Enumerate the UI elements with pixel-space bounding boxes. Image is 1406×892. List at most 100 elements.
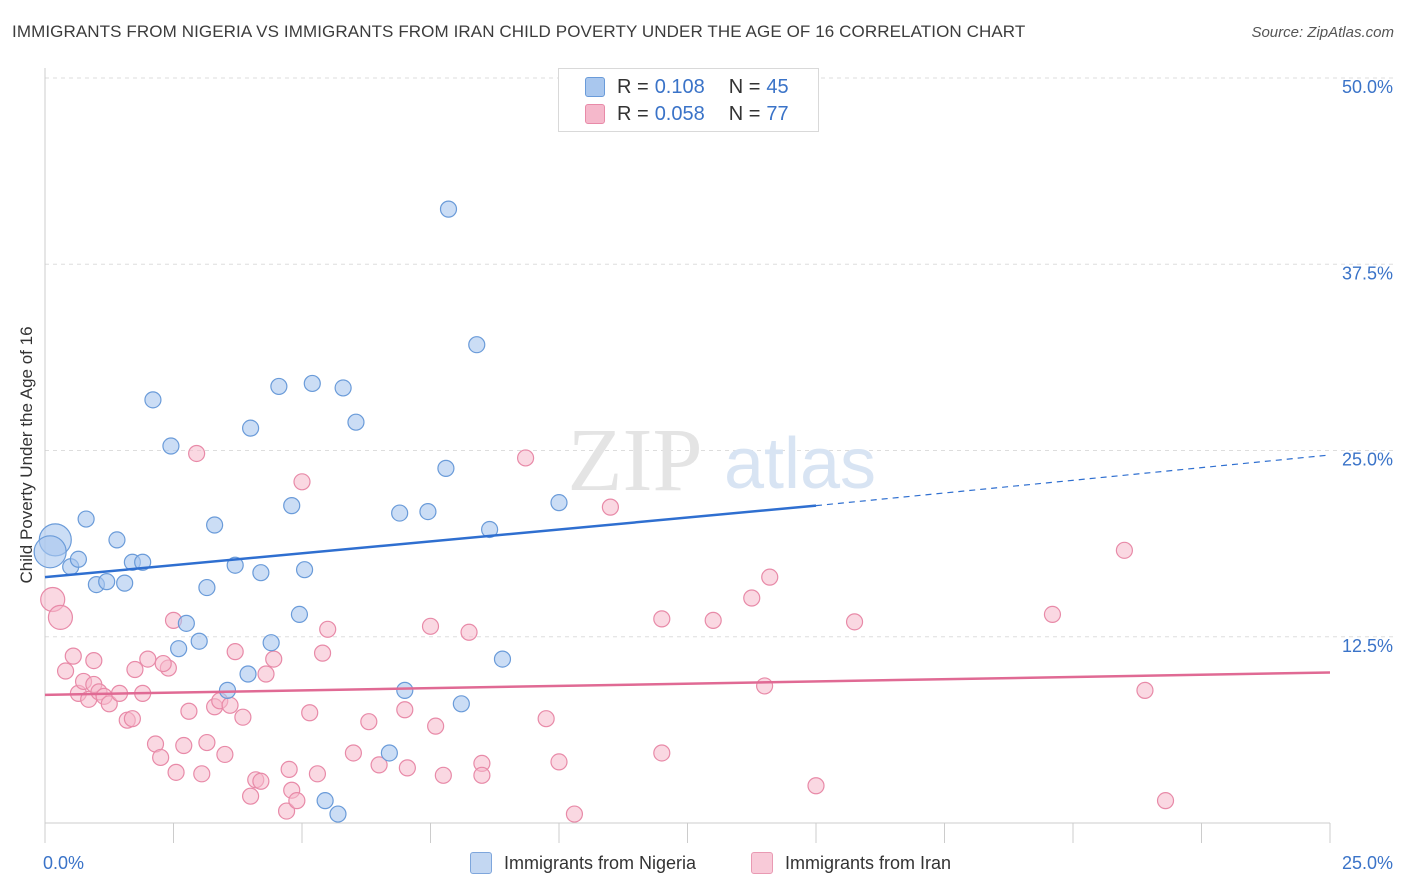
iran-point bbox=[434, 766, 452, 784]
y-tick-label: 12.5% bbox=[1342, 636, 1393, 656]
iran-point bbox=[344, 744, 362, 762]
iran-point bbox=[396, 701, 414, 719]
iran-point bbox=[180, 702, 198, 720]
nigeria-point bbox=[380, 744, 398, 762]
watermark: ZIP atlas bbox=[568, 411, 877, 510]
nigeria-r-value: 0.108 bbox=[654, 75, 705, 98]
nigeria-swatch bbox=[585, 77, 605, 97]
nigeria-point bbox=[177, 614, 195, 632]
nigeria-point bbox=[283, 497, 301, 515]
iran-point bbox=[807, 777, 825, 795]
iran-point bbox=[1156, 792, 1175, 810]
nigeria-point bbox=[162, 437, 180, 455]
nigeria-points bbox=[33, 200, 568, 823]
nigeria-point bbox=[452, 695, 470, 713]
series-legend: Immigrants from Nigeria Immigrants from … bbox=[0, 852, 1406, 878]
nigeria-trend-line bbox=[44, 504, 817, 579]
iran-point bbox=[198, 733, 216, 752]
nigeria-point bbox=[33, 535, 67, 569]
iran-point bbox=[216, 745, 234, 764]
legend-row-iran: R = 0.058 N = 77 bbox=[585, 103, 789, 125]
y-tick-label: 50.0% bbox=[1342, 77, 1393, 97]
iran-point bbox=[85, 651, 103, 670]
iran-point bbox=[242, 787, 260, 805]
iran-point bbox=[193, 765, 211, 783]
iran-point bbox=[421, 617, 440, 635]
trend-lines bbox=[44, 454, 1331, 697]
iran-point bbox=[755, 677, 774, 695]
iran-legend-label: Immigrants from Iran bbox=[785, 852, 952, 873]
iran-point bbox=[265, 650, 283, 668]
iran-point bbox=[257, 665, 275, 683]
iran-point bbox=[126, 660, 144, 679]
iran-point bbox=[123, 710, 141, 728]
nigeria-point bbox=[468, 336, 486, 354]
watermark-zip: ZIP bbox=[568, 411, 703, 510]
nigeria-point bbox=[242, 419, 260, 437]
nigeria-point bbox=[550, 494, 568, 512]
nigeria-point bbox=[329, 805, 347, 823]
nigeria-point bbox=[98, 573, 116, 591]
nigeria-point bbox=[190, 632, 208, 650]
iran-point bbox=[252, 772, 270, 790]
iran-point bbox=[280, 760, 298, 778]
nigeria-point bbox=[493, 650, 512, 668]
nigeria-point bbox=[270, 377, 288, 396]
legend-item-iran[interactable]: Immigrants from Iran bbox=[751, 852, 951, 874]
nigeria-point bbox=[206, 516, 224, 534]
nigeria-point bbox=[295, 561, 314, 579]
nigeria-point bbox=[134, 553, 152, 571]
source-label: Source: ZipAtlas.com bbox=[1251, 24, 1394, 41]
iran-point bbox=[370, 756, 388, 774]
iran-point bbox=[1136, 681, 1154, 699]
nigeria-point bbox=[170, 640, 188, 658]
iran-point bbox=[56, 662, 75, 680]
iran-point bbox=[319, 620, 337, 638]
nigeria-point bbox=[334, 379, 352, 397]
x-tick-label: 25.0% bbox=[1342, 853, 1393, 873]
nigeria-point bbox=[396, 681, 414, 699]
iran-point bbox=[188, 444, 206, 463]
nigeria-trend-extension bbox=[815, 454, 1331, 507]
iran-point bbox=[1115, 541, 1134, 559]
nigeria-point bbox=[77, 510, 95, 528]
iran-point bbox=[743, 589, 761, 607]
iran-r-value: 0.058 bbox=[654, 102, 705, 125]
iran-point bbox=[288, 792, 306, 810]
nigeria-point bbox=[437, 459, 455, 477]
iran-point bbox=[154, 654, 172, 673]
iran-point bbox=[277, 802, 296, 820]
nigeria-r-label: R = bbox=[617, 75, 649, 98]
nigeria-point bbox=[108, 531, 126, 549]
nigeria-point bbox=[316, 792, 334, 810]
iran-swatch bbox=[585, 104, 605, 124]
iran-point bbox=[398, 759, 416, 777]
iran-point bbox=[360, 713, 378, 731]
nigeria-n-label: N = bbox=[728, 75, 761, 98]
iran-point bbox=[601, 498, 620, 516]
iran-point bbox=[460, 623, 478, 641]
nigeria-point bbox=[239, 665, 257, 683]
nigeria-point bbox=[347, 413, 365, 431]
watermark-atlas: atlas bbox=[724, 424, 876, 504]
iran-point bbox=[537, 710, 555, 728]
iran-n-value: 77 bbox=[766, 102, 789, 125]
nigeria-legend-swatch bbox=[470, 852, 492, 874]
iran-trend-line bbox=[44, 671, 1331, 697]
axes bbox=[44, 68, 1331, 843]
iran-point bbox=[167, 763, 185, 781]
iran-point bbox=[516, 449, 535, 467]
legend-item-nigeria[interactable]: Immigrants from Nigeria bbox=[470, 852, 696, 874]
nigeria-point bbox=[198, 578, 216, 597]
iran-point bbox=[226, 643, 244, 661]
iran-point bbox=[308, 765, 327, 783]
iran-point bbox=[139, 650, 157, 668]
iran-point bbox=[175, 736, 193, 755]
iran-point bbox=[47, 604, 74, 630]
chart-title: IMMIGRANTS FROM NIGERIA VS IMMIGRANTS FR… bbox=[12, 22, 1026, 41]
nigeria-point bbox=[69, 550, 88, 568]
y-tick-label: 37.5% bbox=[1342, 263, 1393, 283]
iran-point bbox=[550, 753, 568, 771]
iran-point bbox=[152, 748, 170, 767]
